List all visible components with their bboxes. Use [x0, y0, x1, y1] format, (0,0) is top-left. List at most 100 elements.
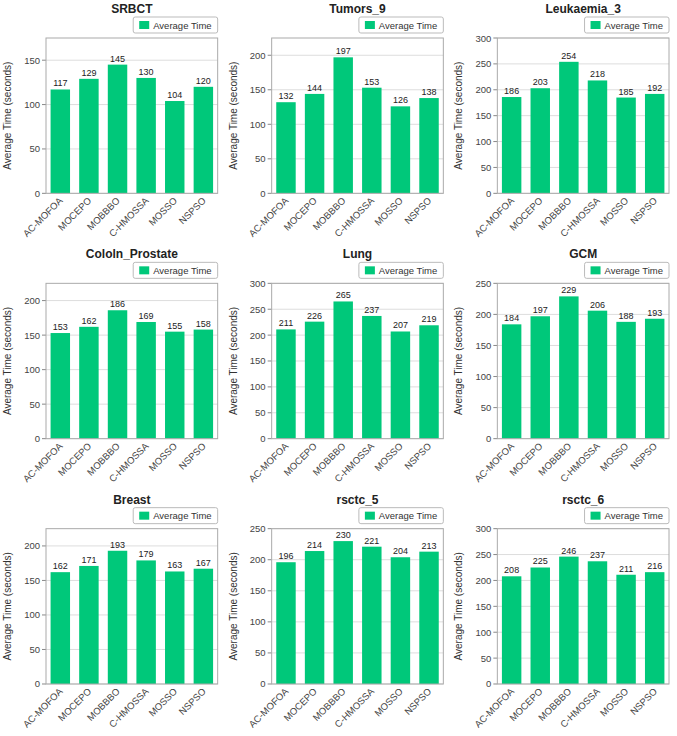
- grid-line: [272, 412, 444, 413]
- y-tick-label: 200: [24, 540, 40, 551]
- panel: rsctc_6050100150200250300Average Time (s…: [453, 493, 669, 730]
- y-tick: [493, 606, 497, 607]
- grid-line: [272, 621, 444, 622]
- grid-line: [272, 89, 444, 90]
- data-label: 185: [619, 87, 634, 97]
- bars: [51, 310, 214, 438]
- bar: [194, 330, 213, 439]
- data-label: 197: [336, 46, 351, 56]
- bar: [502, 97, 521, 193]
- y-tick: [42, 104, 46, 105]
- legend-label: Average Time: [605, 510, 663, 521]
- data-label: 204: [393, 546, 408, 556]
- y-tick-label: 300: [475, 33, 491, 44]
- y-tick-label: 100: [24, 99, 40, 110]
- bar: [333, 301, 352, 438]
- legend: Average Time: [133, 17, 217, 33]
- bar: [391, 106, 410, 193]
- x-tick-label: C-HMOSSA: [558, 440, 602, 484]
- data-label: 120: [196, 76, 211, 86]
- data-label: 193: [647, 308, 662, 318]
- y-tick: [42, 335, 46, 336]
- data-label: 126: [393, 95, 408, 105]
- y-tick-label: 250: [250, 523, 266, 534]
- y-tick: [42, 684, 46, 685]
- grid-line: [272, 309, 444, 310]
- y-tick-label: 0: [260, 433, 265, 444]
- y-tick-label: 200: [475, 309, 491, 320]
- grid-line: [497, 554, 669, 555]
- y-tick-label: 100: [250, 381, 266, 392]
- bar: [362, 547, 381, 684]
- legend-label: Average Time: [379, 265, 437, 276]
- bar: [305, 322, 324, 439]
- y-tick: [493, 89, 497, 90]
- plot-frame: [46, 38, 218, 193]
- y-tick-label: 200: [250, 330, 266, 341]
- grid-line: [497, 345, 669, 346]
- bar: [645, 94, 664, 193]
- bar: [616, 322, 635, 439]
- grid-line: [272, 559, 444, 560]
- y-tick: [268, 438, 272, 439]
- panel: SRBCT050100150Average Time (seconds)1171…: [2, 2, 218, 239]
- data-label: 130: [139, 67, 154, 77]
- y-tick-label: 150: [250, 356, 266, 367]
- bar: [559, 296, 578, 438]
- bar: [645, 319, 664, 439]
- bars: [502, 62, 665, 194]
- bar: [645, 572, 664, 684]
- grid-line: [497, 658, 669, 659]
- y-tick-label: 50: [255, 647, 266, 658]
- data-labels: 162171193179163167: [53, 540, 211, 571]
- y-tick-label: 250: [475, 58, 491, 69]
- y-tick: [42, 300, 46, 301]
- y-tick: [493, 407, 497, 408]
- y-tick: [493, 314, 497, 315]
- plot-frame: [272, 283, 444, 438]
- legend: Average Time: [359, 17, 443, 33]
- legend-box: [585, 262, 669, 278]
- grid-line: [46, 104, 218, 105]
- legend-box: [133, 17, 217, 33]
- y-tick: [268, 158, 272, 159]
- legend-swatch: [139, 512, 149, 520]
- grid-line: [46, 369, 218, 370]
- data-label: 229: [561, 285, 576, 295]
- legend-label: Average Time: [153, 265, 211, 276]
- x-tick-label: NSPSO: [176, 195, 207, 226]
- data-label: 216: [647, 561, 662, 571]
- x-tick-label: NSPSO: [628, 440, 659, 471]
- bars: [276, 541, 439, 684]
- data-label: 179: [139, 549, 154, 559]
- y-tick: [493, 345, 497, 346]
- panel: GCM050100150200250Average Time (seconds)…: [453, 247, 669, 484]
- data-label: 211: [619, 564, 633, 574]
- data-labels: 211226265237207219: [279, 290, 437, 330]
- y-tick: [268, 193, 272, 194]
- y-axis-label: Average Time (seconds): [2, 307, 13, 415]
- y-tick: [268, 283, 272, 284]
- y-tick-label: 0: [486, 679, 491, 690]
- data-label: 218: [590, 69, 605, 79]
- legend: Average Time: [359, 508, 443, 524]
- data-label: 211: [279, 318, 293, 328]
- y-tick-label: 100: [475, 136, 491, 147]
- y-tick: [493, 115, 497, 116]
- x-tick-label: MOSSO: [598, 686, 631, 719]
- y-tick-label: 50: [29, 644, 40, 655]
- data-label: 184: [504, 313, 519, 323]
- data-label: 193: [110, 540, 125, 550]
- y-tick: [268, 309, 272, 310]
- legend-box: [359, 262, 443, 278]
- data-label: 230: [336, 530, 351, 540]
- grid-line: [497, 63, 669, 64]
- title: rsctc_6: [562, 493, 604, 507]
- x-tick-label: C-HMOSSA: [332, 195, 376, 239]
- y-tick: [493, 580, 497, 581]
- bars: [51, 551, 214, 684]
- data-labels: 153162186169155158: [53, 299, 211, 332]
- x-tick-label: C-HMOSSA: [107, 685, 151, 729]
- y-tick-label: 300: [250, 278, 266, 289]
- bar: [616, 98, 635, 194]
